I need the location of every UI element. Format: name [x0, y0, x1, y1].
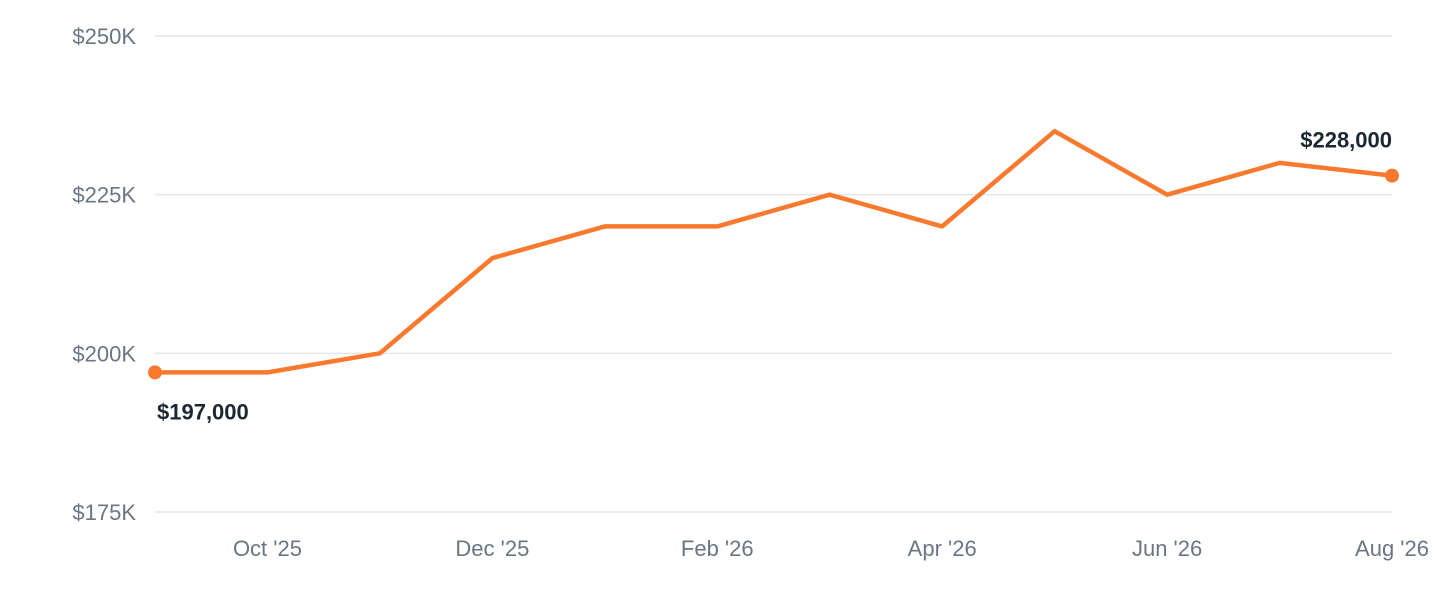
gridlines [155, 35, 1392, 513]
x-tick-label-5: Aug '26 [1355, 536, 1429, 561]
endpoint-labels: $197,000 $228,000 [157, 128, 1392, 425]
start-point-marker [148, 365, 162, 380]
y-tick-label-1: $225K [72, 183, 136, 208]
endpoint-markers [148, 168, 1399, 380]
x-tick-label-2: Feb '26 [681, 536, 754, 561]
x-tick-label-1: Dec '25 [455, 536, 529, 561]
x-tick-label-3: Apr '26 [908, 536, 977, 561]
x-tick-label-0: Oct '25 [233, 536, 302, 561]
start-value-label: $197,000 [157, 399, 249, 424]
x-axis-tick-labels: Oct '25 Dec '25 Feb '26 Apr '26 Jun '26 Aug '… [233, 536, 1429, 561]
series-line [152, 128, 1395, 375]
y-tick-label-3: $175K [72, 500, 136, 525]
y-tick-label-2: $200K [72, 341, 136, 366]
end-point-marker [1385, 168, 1399, 183]
end-value-label: $228,000 [1300, 128, 1392, 153]
series-layer [152, 128, 1395, 375]
y-axis-tick-labels: $250K $225K $200K $175K [72, 24, 136, 525]
y-tick-label-0: $250K [72, 24, 136, 49]
x-tick-label-4: Jun '26 [1132, 536, 1202, 561]
